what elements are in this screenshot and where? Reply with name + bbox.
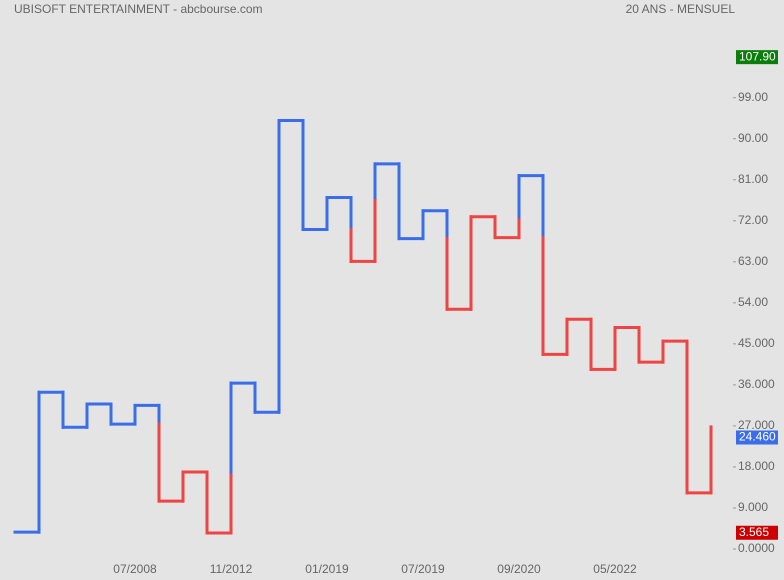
price-badge [736,430,778,445]
y-tick-label: 0.0000 [738,541,775,555]
price-badge-label: 107.90 [739,49,776,63]
y-tick-label: 54.00 [738,295,768,309]
y-tick-label: 81.00 [738,172,768,186]
chart-title: UBISOFT ENTERTAINMENT - abcbourse.com [14,2,263,16]
y-tick-label: 36.000 [738,377,775,391]
y-tick-label: 9.000 [738,500,768,514]
y-tick-label: 27.000 [738,418,775,432]
price-badge [736,525,778,540]
y-tick-label: 90.00 [738,131,768,145]
y-tick-label: 99.00 [738,90,768,104]
y-tick-label: 63.00 [738,254,768,268]
x-tick-label: 09/2020 [497,562,541,576]
y-tick-label: 72.00 [738,213,768,227]
x-tick-label: 01/2019 [305,562,349,576]
price-badge-label: 24.460 [739,430,776,444]
x-tick-label: 07/2019 [401,562,445,576]
chart-subtitle: 20 ANS - MENSUEL [626,2,736,16]
price-badge-label: 3.565 [739,525,769,539]
x-tick-label: 11/2012 [210,562,253,576]
y-tick-label: 45.000 [738,336,775,350]
y-tick-label: 18.000 [738,459,775,473]
x-tick-label: 05/2022 [593,562,637,576]
x-tick-label: 07/2008 [113,562,157,576]
price-badge [736,50,778,65]
